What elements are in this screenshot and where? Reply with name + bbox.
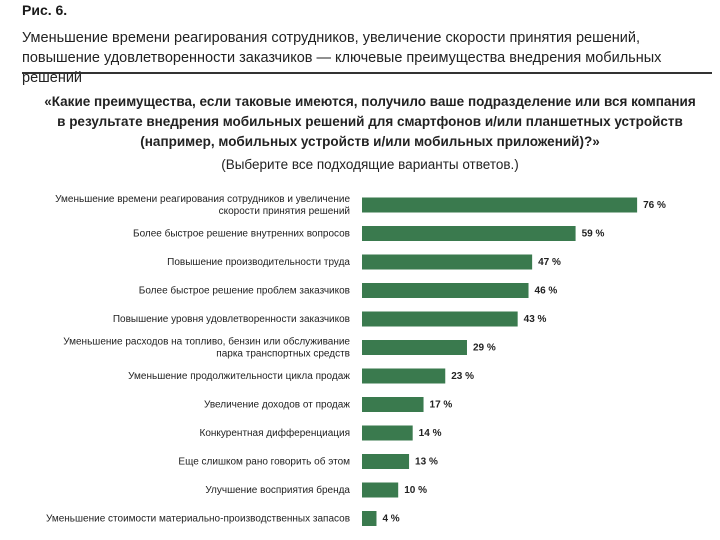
bar-value-label: 46 % [535, 286, 558, 297]
category-label: Уменьшение времени реагирования сотрудни… [55, 194, 350, 217]
category-label: Уменьшение стоимости материально-произво… [46, 514, 350, 525]
category-label: Конкурентная дифференциация [200, 427, 350, 439]
bar [362, 254, 533, 270]
bar-value-label: 17 % [430, 400, 453, 411]
bar-value-label: 29 % [473, 343, 496, 354]
bar-value-label: 47 % [538, 257, 561, 268]
figure-caption: Уменьшение времени реагирования сотрудни… [22, 30, 662, 86]
bar [362, 454, 410, 469]
category-label: Более быстрое решение проблем заказчиков [139, 285, 350, 297]
bar [362, 226, 576, 241]
bar [362, 283, 529, 298]
category-label: Уменьшение продолжительности цикла прода… [128, 371, 350, 382]
bar [362, 425, 413, 441]
category-label: Более быстрое решение внутренних вопросо… [133, 228, 350, 240]
category-label: Повышение производительности труда [167, 257, 350, 268]
caption-divider [22, 72, 712, 74]
figure-label: Рис. 6. [22, 2, 68, 18]
category-label: Еще слишком рано говорить об этом [178, 456, 350, 468]
survey-note: (Выберите все подходящие варианты ответо… [221, 157, 519, 172]
bar-value-label: 59 % [582, 229, 605, 240]
survey-question: «Какие преимущества, если таковые имеютс… [44, 94, 696, 149]
category-label: Повышение уровня удовлетворенности заказ… [113, 314, 350, 325]
bar-value-label: 4 % [382, 514, 399, 525]
bar [362, 397, 424, 412]
bar-value-label: 76 % [643, 200, 666, 211]
category-label: Улучшение восприятия бренда [205, 484, 350, 496]
bar-value-label: 23 % [451, 371, 474, 382]
bar [362, 197, 638, 213]
category-label: Увеличение доходов от продаж [204, 400, 350, 411]
bar [362, 368, 446, 384]
bar [362, 511, 377, 526]
category-label: Уменьшение расходов на топливо, бензин и… [63, 336, 350, 360]
bar-value-label: 14 % [419, 428, 442, 439]
bar-value-label: 10 % [404, 485, 427, 496]
bar [362, 311, 518, 327]
bar-value-label: 13 % [415, 457, 438, 468]
bar [362, 340, 467, 355]
bar-value-label: 43 % [524, 314, 547, 325]
bar [362, 482, 399, 498]
